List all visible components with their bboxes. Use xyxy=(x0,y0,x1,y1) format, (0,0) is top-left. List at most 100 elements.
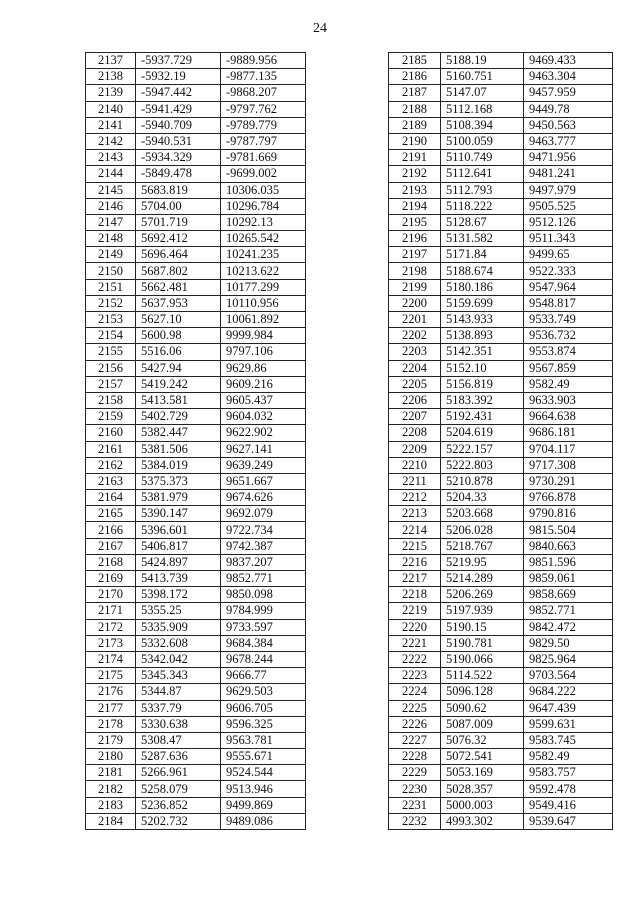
point-number-cell: 2152 xyxy=(85,294,136,313)
point-number-cell: 2224 xyxy=(388,683,441,701)
table-row: 2147 5701.719 10292.13 xyxy=(85,213,306,232)
x-coordinate-cell: -5947.442 xyxy=(135,84,221,102)
point-number-cell: 2159 xyxy=(85,408,136,426)
point-number-cell: 2227 xyxy=(388,731,441,750)
point-number-cell: 2180 xyxy=(85,748,136,766)
y-coordinate-cell: -9699.002 xyxy=(220,165,306,183)
y-coordinate-cell: 9692.079 xyxy=(220,505,306,523)
y-coordinate-cell: 9829.50 xyxy=(523,634,613,652)
x-coordinate-cell: -5934.329 xyxy=(135,149,221,167)
x-coordinate-cell: 5076.32 xyxy=(440,731,524,750)
table-row: 2214 5206.028 9815.504 xyxy=(388,521,613,539)
y-coordinate-cell: 9717.308 xyxy=(523,456,613,474)
x-coordinate-cell: 5190.066 xyxy=(440,650,524,669)
point-number-cell: 2174 xyxy=(85,650,136,669)
table-row: 2141 -5940.709 -9789.779 xyxy=(85,116,306,134)
x-coordinate-cell: 5206.028 xyxy=(440,521,524,539)
y-coordinate-cell: 9674.626 xyxy=(220,489,306,507)
point-number-cell: 2214 xyxy=(388,521,441,539)
point-number-cell: 2183 xyxy=(85,796,136,814)
x-coordinate-cell: 5171.84 xyxy=(440,246,524,264)
y-coordinate-cell: 9449.78 xyxy=(523,100,613,118)
point-number-cell: 2230 xyxy=(388,780,441,798)
table-row: 2208 5204.619 9686.181 xyxy=(388,424,613,442)
table-row: 2159 5402.729 9604.032 xyxy=(85,408,306,426)
point-number-cell: 2138 xyxy=(85,68,136,86)
point-number-cell: 2201 xyxy=(388,310,441,329)
table-row: 2180 5287.636 9555.671 xyxy=(85,748,306,766)
x-coordinate-cell: 5087.009 xyxy=(440,715,524,733)
table-row: 2148 5692.412 10265.542 xyxy=(85,230,306,248)
y-coordinate-cell: 9797.106 xyxy=(220,343,306,361)
table-row: 2189 5108.394 9450.563 xyxy=(388,116,613,134)
table-row: 2202 5138.893 9536.732 xyxy=(388,327,613,345)
x-coordinate-cell: 5203.668 xyxy=(440,505,524,523)
table-row: 2160 5382.447 9622.902 xyxy=(85,424,306,442)
y-coordinate-cell: 9686.181 xyxy=(523,424,613,442)
y-coordinate-cell: 9511.343 xyxy=(523,230,613,248)
point-number-cell: 2205 xyxy=(388,375,441,393)
point-number-cell: 2157 xyxy=(85,375,136,393)
table-row: 2142 -5940.531 -9787.797 xyxy=(85,132,306,151)
point-number-cell: 2216 xyxy=(388,553,441,572)
table-row: 2215 5218.767 9840.663 xyxy=(388,537,613,555)
point-number-cell: 2210 xyxy=(388,456,441,474)
x-coordinate-cell: 5381.979 xyxy=(135,489,221,507)
table-row: 2207 5192.431 9664.638 xyxy=(388,408,613,426)
y-coordinate-cell: 9859.061 xyxy=(523,569,613,588)
table-row: 2162 5384.019 9639.249 xyxy=(85,456,306,474)
point-number-cell: 2226 xyxy=(388,715,441,733)
x-coordinate-cell: 5335.909 xyxy=(135,618,221,636)
point-number-cell: 2208 xyxy=(388,424,441,442)
point-number-cell: 2187 xyxy=(388,84,441,102)
table-row: 2216 5219.95 9851.596 xyxy=(388,553,613,572)
point-number-cell: 2151 xyxy=(85,278,136,296)
point-number-cell: 2163 xyxy=(85,472,136,491)
table-row: 2170 5398.172 9850.098 xyxy=(85,586,306,604)
point-number-cell: 2149 xyxy=(85,246,136,264)
table-row: 2139 -5947.442 -9868.207 xyxy=(85,84,306,102)
x-coordinate-cell: 5118.222 xyxy=(440,197,524,215)
table-row: 2155 5516.06 9797.106 xyxy=(85,343,306,361)
table-row: 2169 5413.739 9852.771 xyxy=(85,569,306,588)
table-row: 2153 5627.10 10061.892 xyxy=(85,310,306,329)
x-coordinate-cell: 5704.00 xyxy=(135,197,221,215)
point-number-cell: 2215 xyxy=(388,537,441,555)
table-row: 2206 5183.392 9633.903 xyxy=(388,391,613,410)
y-coordinate-cell: 9536.732 xyxy=(523,327,613,345)
y-coordinate-cell: -9797.762 xyxy=(220,100,306,118)
point-number-cell: 2193 xyxy=(388,181,441,199)
y-coordinate-cell: 9497.979 xyxy=(523,181,613,199)
x-coordinate-cell: 5110.749 xyxy=(440,149,524,167)
point-number-cell: 2143 xyxy=(85,149,136,167)
x-coordinate-cell: 5147.07 xyxy=(440,84,524,102)
table-row: 2158 5413.581 9605.437 xyxy=(85,391,306,410)
table-row: 2152 5637.953 10110.956 xyxy=(85,294,306,313)
x-coordinate-cell: 5345.343 xyxy=(135,667,221,685)
y-coordinate-cell: 10177.299 xyxy=(220,278,306,296)
x-coordinate-cell: 5375.373 xyxy=(135,472,221,491)
x-coordinate-cell: 5053.169 xyxy=(440,764,524,782)
y-coordinate-cell: 9703.564 xyxy=(523,667,613,685)
y-coordinate-cell: 9704.117 xyxy=(523,440,613,458)
table-row: 2176 5344.87 9629.503 xyxy=(85,683,306,701)
point-number-cell: 2229 xyxy=(388,764,441,782)
point-number-cell: 2223 xyxy=(388,667,441,685)
x-coordinate-cell: 5419.242 xyxy=(135,375,221,393)
x-coordinate-cell: 5308.47 xyxy=(135,731,221,750)
table-row: 2226 5087.009 9599.631 xyxy=(388,715,613,733)
x-coordinate-cell: -5940.531 xyxy=(135,132,221,151)
y-coordinate-cell: 10213.622 xyxy=(220,262,306,280)
y-coordinate-cell: 9639.249 xyxy=(220,456,306,474)
point-number-cell: 2231 xyxy=(388,796,441,814)
y-coordinate-cell: 9622.902 xyxy=(220,424,306,442)
y-coordinate-cell: 9582.49 xyxy=(523,375,613,393)
y-coordinate-cell: 9651.667 xyxy=(220,472,306,491)
point-number-cell: 2198 xyxy=(388,262,441,280)
x-coordinate-cell: 5337.79 xyxy=(135,699,221,717)
table-row: 2211 5210.878 9730.291 xyxy=(388,472,613,491)
y-coordinate-cell: 9784.999 xyxy=(220,602,306,620)
x-coordinate-cell: 5381.506 xyxy=(135,440,221,458)
y-coordinate-cell: 10296.784 xyxy=(220,197,306,215)
y-coordinate-cell: 9852.771 xyxy=(523,602,613,620)
